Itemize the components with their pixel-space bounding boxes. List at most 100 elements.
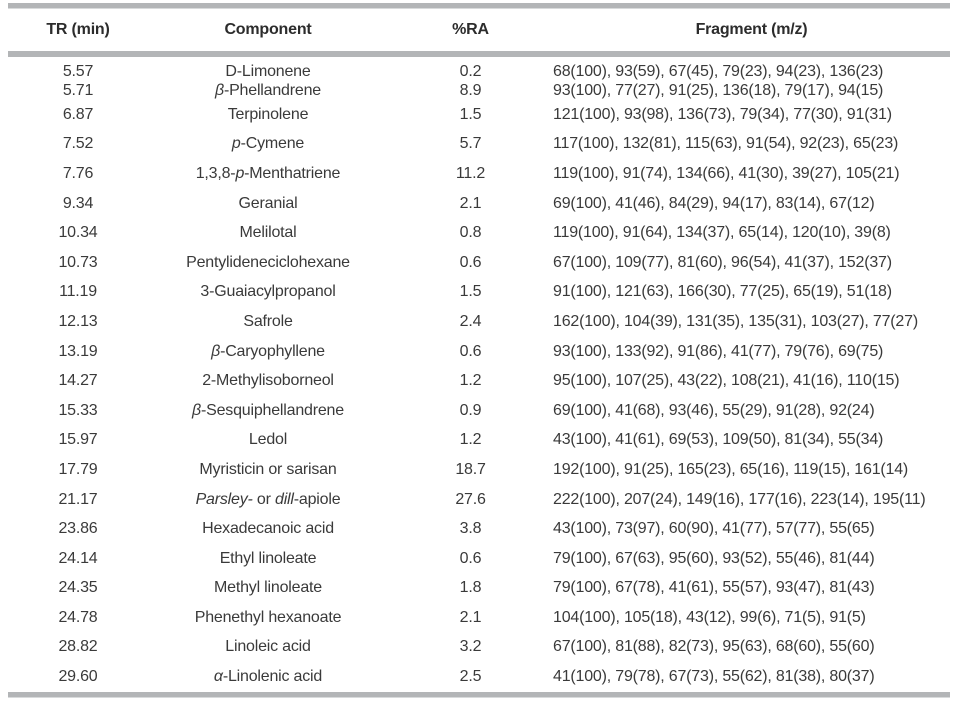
cell-relative-abundance: 3.2 [459, 638, 482, 656]
cell-fragment-mz: 117(100), 132(81), 115(63), 91(54), 92(2… [553, 135, 899, 153]
table-row: 17.79 Myristicin or sarisan 18.7 192(100), … [8, 455, 950, 485]
cell-retention-time: 13.19 [58, 342, 98, 360]
cell-retention-time: 9.34 [62, 194, 94, 212]
cell-relative-abundance: 18.7 [455, 460, 486, 478]
cell-relative-abundance: 27.6 [455, 490, 486, 508]
compound-fragments-table: TR (min) Component %RA Fragment (m/z) 5.… [8, 9, 950, 692]
cell-relative-abundance: 1.5 [459, 105, 482, 123]
cell-fragment-mz: 93(100), 133(92), 91(86), 41(77), 79(76)… [553, 342, 884, 360]
cell-fragment-mz: 79(100), 67(78), 41(61), 55(57), 93(47),… [553, 579, 875, 597]
table-row: 5.57 D-Limonene 0.2 68(100), 93(59), 67(45)… [8, 54, 950, 81]
cell-fragment-mz: 43(100), 73(97), 60(90), 41(77), 57(77),… [553, 520, 875, 538]
table-row: 10.34 Melilotal 0.8 119(100), 91(64), 134(3… [8, 218, 950, 248]
table-row: 6.87 Terpinolene 1.5 121(100), 93(98), 136(… [8, 100, 950, 130]
cell-component-name: Ledol [248, 431, 288, 449]
cell-component-name: Geranial [238, 194, 298, 212]
cell-component-name: β-Caryophyllene [211, 342, 325, 360]
cell-retention-time: 23.86 [58, 520, 98, 538]
cell-fragment-mz: 67(100), 81(88), 82(73), 95(63), 68(60),… [553, 638, 875, 656]
column-header-fragment-mz: Fragment (m/z) [553, 9, 950, 57]
cell-component-name: Terpinolene [227, 105, 309, 123]
cell-relative-abundance: 0.8 [459, 224, 482, 242]
cell-retention-time: 24.78 [58, 608, 98, 626]
table-body: 5.57 D-Limonene 0.2 68(100), 93(59), 67(45)… [8, 54, 950, 692]
table-bottom-rule [8, 691, 950, 698]
table-row: 21.17 Parsley- or dill-apiole 27.6 222(100)… [8, 485, 950, 515]
cell-fragment-mz: 119(100), 91(74), 134(66), 41(30), 39(27… [553, 164, 900, 182]
cell-component-name: β-Sesquiphellandrene [192, 401, 344, 419]
table-row: 24.35 Methyl linoleate 1.8 79(100), 67(78),… [8, 574, 950, 604]
cell-component-name: 3-Guaiacylpropanol [200, 283, 336, 301]
cell-retention-time: 28.82 [58, 638, 98, 656]
cell-retention-time: 7.76 [62, 164, 94, 182]
column-header-retention-time: TR (min) [8, 9, 148, 57]
cell-retention-time: 15.33 [58, 401, 98, 419]
cell-relative-abundance: 1.5 [459, 283, 482, 301]
cell-component-name: Parsley- or dill-apiole [195, 490, 341, 508]
cell-relative-abundance: 11.2 [455, 164, 486, 182]
cell-retention-time: 15.97 [58, 431, 98, 449]
table-row: 14.27 2-Methylisoborneol 1.2 95(100), 107(2… [8, 366, 950, 396]
table-row: 11.19 3-Guaiacylpropanol 1.5 91(100), 121(6… [8, 278, 950, 308]
cell-retention-time: 10.73 [58, 253, 98, 271]
cell-relative-abundance: 2.5 [459, 668, 482, 686]
column-header-component: Component [148, 9, 388, 57]
cell-retention-time: 6.87 [62, 105, 94, 123]
cell-retention-time: 21.17 [58, 490, 98, 508]
cell-relative-abundance: 3.8 [459, 520, 482, 538]
cell-relative-abundance: 2.4 [459, 312, 482, 330]
cell-relative-abundance: 8.9 [459, 81, 482, 99]
table-row: 24.78 Phenethyl hexanoate 2.1 104(100), 105… [8, 603, 950, 633]
cell-relative-abundance: 5.7 [459, 135, 482, 153]
table-row: 28.82 Linoleic acid 3.2 67(100), 81(88), 82… [8, 633, 950, 663]
cell-component-name: Phenethyl hexanoate [194, 608, 342, 626]
cell-component-name: 1,3,8-p-Menthatriene [195, 164, 341, 182]
cell-fragment-mz: 93(100), 77(27), 91(25), 136(18), 79(17)… [553, 81, 884, 99]
cell-retention-time: 24.35 [58, 579, 98, 597]
cell-component-name: Melilotal [239, 224, 297, 242]
cell-retention-time: 5.57 [62, 63, 94, 80]
table-row: 7.76 1,3,8-p-Menthatriene 11.2 119(100), 91… [8, 159, 950, 189]
cell-component-name: D-Limonene [225, 63, 311, 80]
cell-retention-time: 24.14 [58, 549, 98, 567]
cell-fragment-mz: 91(100), 121(63), 166(30), 77(25), 65(19… [553, 283, 892, 301]
cell-retention-time: 11.19 [59, 283, 97, 301]
table-row: 13.19 β-Caryophyllene 0.6 93(100), 133(92),… [8, 337, 950, 367]
table-row: 10.73 Pentylideneciclohexane 0.6 67(100), 1… [8, 248, 950, 278]
cell-relative-abundance: 1.2 [459, 372, 482, 390]
cell-retention-time: 5.71 [62, 81, 94, 99]
cell-component-name: Linoleic acid [225, 638, 311, 656]
cell-fragment-mz: 69(100), 41(68), 93(46), 55(29), 91(28),… [553, 401, 875, 419]
cell-component-name: Pentylideneciclohexane [186, 253, 350, 271]
cell-relative-abundance: 0.2 [459, 63, 482, 80]
table-row: 29.60 α-Linolenic acid 2.5 41(100), 79(78),… [8, 662, 950, 692]
cell-component-name: Myristicin or sarisan [199, 460, 337, 478]
table-row: 15.33 β-Sesquiphellandrene 0.9 69(100), 41(… [8, 396, 950, 426]
cell-relative-abundance: 1.2 [459, 431, 482, 449]
cell-component-name: α-Linolenic acid [213, 668, 323, 686]
cell-fragment-mz: 192(100), 91(25), 165(23), 65(16), 119(1… [553, 460, 909, 478]
table-row: 12.13 Safrole 2.4 162(100), 104(39), 131(35… [8, 307, 950, 337]
cell-relative-abundance: 0.6 [459, 549, 482, 567]
table-row: 9.34 Geranial 2.1 69(100), 41(46), 84(29), … [8, 189, 950, 219]
table-top-rule [8, 3, 950, 9]
cell-retention-time: 14.27 [58, 372, 98, 390]
cell-relative-abundance: 2.1 [459, 608, 482, 626]
cell-component-name: Ethyl linoleate [219, 549, 317, 567]
cell-relative-abundance: 2.1 [459, 194, 482, 212]
cell-component-name: β-Phellandrene [215, 81, 321, 99]
column-header-relative-abundance: %RA [388, 9, 553, 57]
cell-fragment-mz: 43(100), 41(61), 69(53), 109(50), 81(34)… [553, 431, 884, 449]
table-row: 5.71 β-Phellandrene 8.9 93(100), 77(27), 91… [8, 81, 950, 100]
cell-relative-abundance: 0.6 [459, 342, 482, 360]
table-row: 24.14 Ethyl linoleate 0.6 79(100), 67(63), … [8, 544, 950, 574]
cell-retention-time: 12.13 [58, 312, 98, 330]
cell-retention-time: 17.79 [58, 460, 98, 478]
cell-fragment-mz: 222(100), 207(24), 149(16), 177(16), 223… [553, 490, 926, 508]
cell-fragment-mz: 79(100), 67(63), 95(60), 93(52), 55(46),… [553, 549, 875, 567]
cell-component-name: 2-Methylisoborneol [202, 372, 334, 390]
cell-component-name: Safrole [243, 312, 293, 330]
table-row: 7.52 p-Cymene 5.7 117(100), 132(81), 115(63… [8, 130, 950, 160]
cell-component-name: Methyl linoleate [214, 579, 322, 597]
